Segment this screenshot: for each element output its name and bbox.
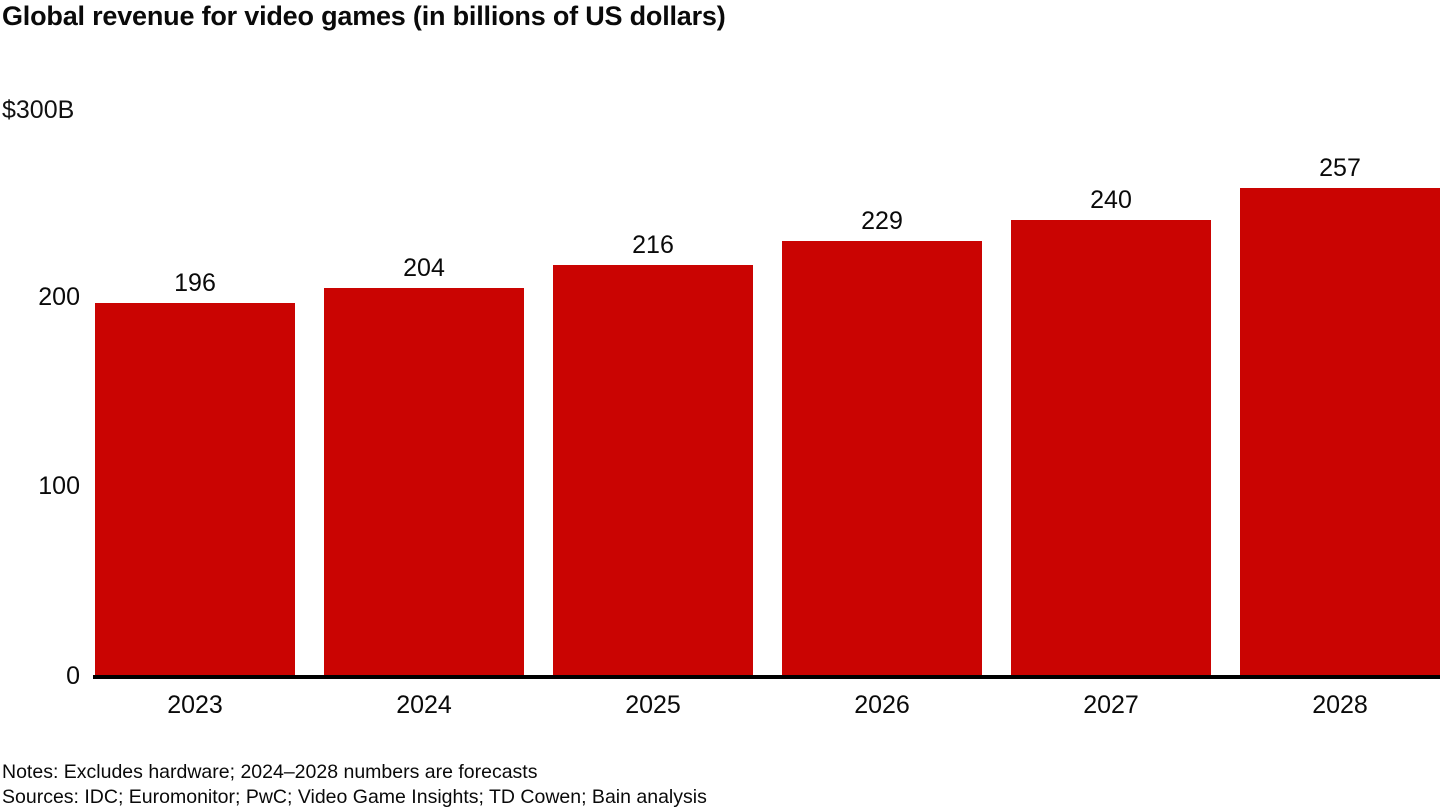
- notes-text: Notes: Excludes hardware; 2024–2028 numb…: [2, 761, 538, 783]
- bar-value-label: 216: [632, 231, 674, 259]
- bar-value-label: 257: [1319, 154, 1361, 182]
- y-tick-label-100: 100: [38, 472, 80, 500]
- y-axis-top-label: $300B: [2, 96, 75, 124]
- bar-value-label: 204: [403, 254, 445, 282]
- bar-group-2024: 204: [324, 106, 524, 675]
- bar-group-2026: 229: [782, 106, 982, 675]
- bar-group-2027: 240: [1011, 106, 1211, 675]
- x-tick-label-2027: 2027: [1083, 691, 1139, 719]
- x-tick-label-2023: 2023: [167, 691, 223, 719]
- bar-value-label: 196: [174, 269, 216, 297]
- bar-2024: [324, 288, 524, 675]
- chart-title: Global revenue for video games (in billi…: [2, 1, 726, 31]
- x-axis-line: [93, 675, 1440, 679]
- bar-value-label: 240: [1090, 186, 1132, 214]
- y-tick-label-200: 200: [38, 283, 80, 311]
- x-tick-label-2024: 2024: [396, 691, 452, 719]
- bar-2028: [1240, 188, 1440, 675]
- bar-value-label: 229: [861, 207, 903, 235]
- sources-text: Sources: IDC; Euromonitor; PwC; Video Ga…: [2, 786, 707, 808]
- x-tick-label-2028: 2028: [1312, 691, 1368, 719]
- plot-area: 196 204 216 229 240 257: [95, 106, 1440, 675]
- bar-group-2023: 196: [95, 106, 295, 675]
- y-tick-label-0: 0: [66, 662, 80, 690]
- bar-2025: [553, 265, 753, 675]
- bar-group-2028: 257: [1240, 106, 1440, 675]
- bar-2026: [782, 241, 982, 675]
- bar-2027: [1011, 220, 1211, 675]
- chart-footer: Notes: Excludes hardware; 2024–2028 numb…: [2, 760, 707, 810]
- bar-group-2025: 216: [553, 106, 753, 675]
- bar-2023: [95, 303, 295, 675]
- x-tick-label-2026: 2026: [854, 691, 910, 719]
- x-tick-label-2025: 2025: [625, 691, 681, 719]
